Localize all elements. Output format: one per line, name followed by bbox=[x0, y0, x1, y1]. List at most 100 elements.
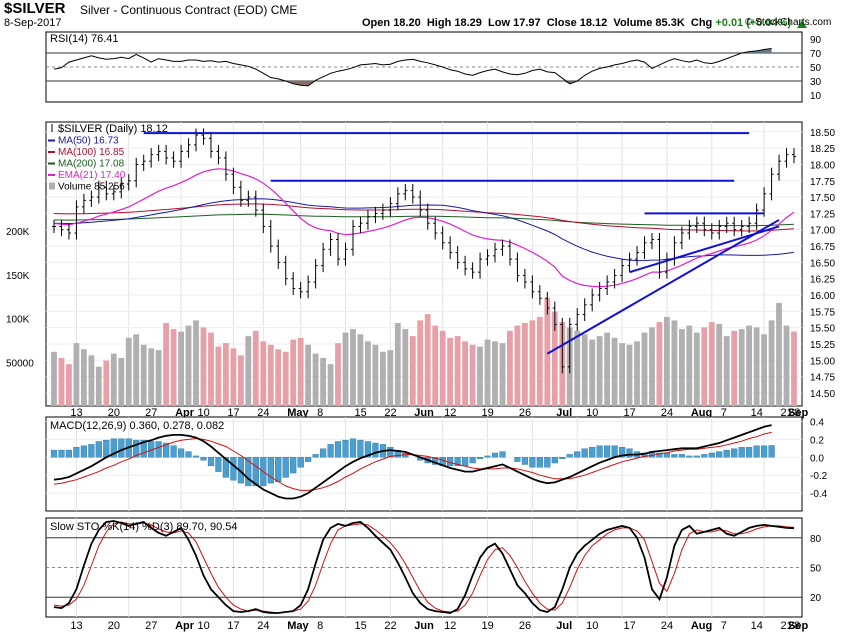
volume-tick-label: 200K bbox=[6, 227, 30, 238]
price-tick-label: 14.75 bbox=[810, 373, 835, 384]
rsi-line bbox=[53, 48, 772, 87]
chart-date: 8-Sep-2017 bbox=[4, 17, 62, 29]
volume-bar bbox=[649, 327, 655, 406]
volume-bar bbox=[611, 337, 618, 406]
chg-value: +0.01 (+0.04%) bbox=[715, 17, 792, 29]
macd-histogram-bar bbox=[327, 444, 334, 458]
volume-bar bbox=[51, 351, 57, 406]
volume-bar bbox=[686, 325, 693, 406]
volume-bar bbox=[409, 336, 416, 406]
volume-bar bbox=[387, 350, 394, 406]
volume-bar bbox=[200, 327, 207, 406]
volume-bar bbox=[103, 360, 110, 406]
rsi-tick-label: 10 bbox=[810, 91, 822, 102]
volume-value: 85.3K bbox=[655, 17, 685, 29]
volume-bar bbox=[776, 302, 782, 406]
volume-bar bbox=[731, 330, 738, 406]
macd-histogram-bar bbox=[320, 448, 327, 458]
x-tick-label-bottom: 10 bbox=[586, 620, 598, 632]
volume-bar bbox=[634, 341, 640, 406]
macd-histogram-bar bbox=[364, 441, 372, 458]
volume-bar bbox=[335, 343, 341, 406]
volume-bar bbox=[290, 339, 297, 406]
price-tick-label: 15.00 bbox=[810, 356, 835, 367]
macd-histogram-bar bbox=[559, 457, 566, 459]
rsi-tick-label: 50 bbox=[810, 63, 822, 74]
macd-histogram-bar bbox=[110, 438, 117, 458]
x-tick-label: 8 bbox=[317, 407, 323, 419]
volume-bar bbox=[365, 341, 371, 406]
stochastic-tick-label: 50 bbox=[810, 564, 822, 575]
volume-bar bbox=[439, 330, 446, 406]
volume-bar bbox=[208, 332, 214, 406]
macd-histogram-bar bbox=[529, 457, 536, 468]
x-tick-label: 24 bbox=[257, 407, 269, 419]
volume-bar bbox=[58, 357, 65, 406]
macd-histogram-bar bbox=[95, 441, 102, 458]
x-tick-label-bottom: Aug bbox=[691, 620, 712, 632]
volume-bar bbox=[66, 364, 72, 406]
volume-bar bbox=[671, 320, 678, 406]
volume-bar bbox=[424, 314, 431, 406]
volume-bar bbox=[252, 330, 259, 406]
volume-bar bbox=[394, 323, 401, 406]
macd-histogram-bar bbox=[170, 445, 177, 458]
macd-histogram-bar bbox=[245, 457, 252, 487]
macd-histogram-bar bbox=[678, 454, 686, 458]
macd-histogram-bar bbox=[544, 457, 551, 468]
x-tick-label: 28 bbox=[788, 407, 800, 419]
price-tick-label: 16.25 bbox=[810, 275, 835, 286]
x-tick-label-bottom: 15 bbox=[354, 620, 366, 632]
volume-bar bbox=[260, 341, 267, 406]
close-label: Close bbox=[546, 17, 577, 29]
macd-histogram-bar bbox=[140, 439, 147, 458]
price-tick-label: 16.75 bbox=[810, 242, 835, 253]
rsi-tick-label: 30 bbox=[810, 77, 822, 88]
volume-bar bbox=[469, 344, 476, 406]
price-tick-label: 17.50 bbox=[810, 193, 835, 204]
volume-bar bbox=[110, 353, 117, 406]
volume-bar bbox=[708, 322, 715, 406]
volume-bar bbox=[626, 344, 633, 406]
volume-bar bbox=[462, 341, 468, 406]
macd-histogram-bar bbox=[604, 445, 611, 458]
x-tick-label: 17 bbox=[227, 407, 239, 419]
macd-histogram-bar bbox=[80, 445, 88, 458]
x-tick-label-bottom: 26 bbox=[519, 620, 531, 632]
macd-histogram-bar bbox=[185, 451, 192, 458]
volume-bar bbox=[267, 344, 274, 406]
volume-bar bbox=[738, 329, 745, 406]
stochastic-tick-label: 20 bbox=[810, 593, 822, 604]
stochastic-tick-label: 80 bbox=[810, 534, 822, 545]
macd-histogram-bar bbox=[521, 457, 529, 465]
macd-histogram-bar bbox=[58, 449, 65, 458]
macd-histogram-bar bbox=[484, 455, 491, 458]
x-tick-label: 19 bbox=[482, 407, 494, 419]
macd-histogram-bar bbox=[671, 454, 678, 458]
volume-bar bbox=[148, 348, 155, 406]
trend-line-support-uptrend bbox=[546, 219, 780, 355]
volume-bar bbox=[125, 337, 132, 406]
macd-histogram-bar bbox=[701, 454, 708, 458]
x-tick-label: Sep bbox=[788, 407, 808, 419]
macd-histogram-bar bbox=[566, 454, 573, 458]
volume-bar bbox=[118, 357, 125, 406]
macd-line bbox=[53, 424, 772, 500]
x-tick-label-bottom: 19 bbox=[482, 620, 494, 632]
macd-histogram-bar bbox=[65, 449, 73, 458]
chart-header: $SILVER Silver - Continuous Contract (EO… bbox=[0, 0, 850, 32]
x-tick-label: Jun bbox=[414, 407, 434, 419]
macd-histogram-bar bbox=[738, 447, 745, 458]
macd-histogram-bar bbox=[349, 438, 357, 458]
x-tick-label: Apr bbox=[175, 407, 195, 419]
volume-bar bbox=[522, 323, 528, 406]
price-tick-label: 15.25 bbox=[810, 340, 835, 351]
x-tick-label-bottom: Jun bbox=[414, 620, 434, 632]
x-tick-label: Aug bbox=[691, 407, 712, 419]
volume-bar bbox=[492, 341, 498, 406]
macd-histogram-bar bbox=[589, 447, 596, 458]
macd-histogram-bar bbox=[275, 457, 282, 482]
macd-histogram-bar bbox=[372, 442, 379, 458]
macd-histogram-bar bbox=[297, 457, 304, 468]
